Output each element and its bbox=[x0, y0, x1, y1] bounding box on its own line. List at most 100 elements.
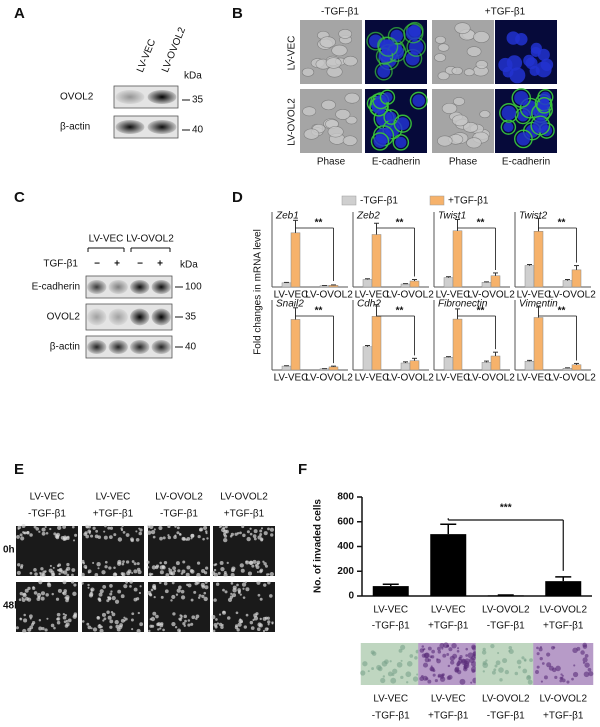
cell-dot bbox=[73, 613, 77, 618]
stained-cell bbox=[409, 654, 414, 658]
cell-dot bbox=[87, 625, 92, 630]
cell-dot bbox=[148, 572, 152, 576]
row-label: LV-OVOL2 bbox=[287, 98, 298, 146]
cell-dot bbox=[108, 566, 112, 570]
cell-dot bbox=[269, 527, 274, 532]
cell-dot bbox=[64, 614, 68, 617]
stained-cell bbox=[499, 678, 503, 682]
cell-dot bbox=[109, 526, 114, 530]
stained-cell bbox=[587, 667, 592, 672]
stained-cell bbox=[442, 653, 447, 658]
cell-dot bbox=[120, 618, 125, 623]
stained-cell bbox=[437, 646, 441, 651]
stained-cell bbox=[554, 675, 558, 679]
row-label: E-cadherin bbox=[32, 282, 80, 293]
stained-cell bbox=[392, 668, 398, 674]
cell-dot bbox=[17, 563, 21, 567]
cell-dot bbox=[36, 597, 41, 602]
cell-dot bbox=[175, 561, 180, 566]
cell-dot bbox=[236, 628, 240, 632]
nucleus bbox=[538, 99, 550, 111]
cell-dot bbox=[252, 618, 255, 622]
cell-dot bbox=[98, 599, 102, 603]
bar bbox=[443, 277, 454, 288]
significance-label: ** bbox=[558, 306, 566, 317]
cell-dot bbox=[167, 524, 171, 529]
cell-dot bbox=[163, 560, 168, 565]
membrane bbox=[535, 96, 553, 114]
cell-dot bbox=[95, 529, 99, 533]
cell-dot bbox=[126, 571, 131, 576]
cell-dot bbox=[45, 531, 49, 535]
cell-dot bbox=[47, 582, 51, 586]
stained-cell bbox=[470, 661, 477, 668]
cell-dot bbox=[66, 562, 70, 567]
image-label: LV-OVOL2 bbox=[539, 694, 587, 705]
cell-dot bbox=[87, 583, 90, 587]
cell-dot bbox=[32, 586, 35, 589]
cell-dot bbox=[190, 533, 195, 538]
subplot-title: Twist1 bbox=[438, 211, 466, 222]
legend-swatch bbox=[341, 195, 357, 206]
stained-cell bbox=[434, 679, 438, 683]
cell-dot bbox=[270, 533, 274, 537]
cell-dot bbox=[129, 580, 133, 584]
cell-dot bbox=[164, 589, 169, 594]
stained-cell bbox=[446, 675, 451, 681]
cell-dot bbox=[63, 589, 67, 593]
cell-dot bbox=[109, 592, 113, 596]
cell-dot bbox=[57, 525, 62, 530]
stained-cell bbox=[584, 653, 589, 658]
bar bbox=[281, 282, 292, 288]
cell-dot bbox=[250, 626, 255, 630]
cell-dot bbox=[65, 595, 70, 600]
bar bbox=[571, 269, 582, 288]
cell-dot bbox=[174, 534, 177, 537]
cell-dot bbox=[218, 526, 221, 529]
cell-dot bbox=[116, 627, 121, 632]
stained-cell bbox=[382, 675, 386, 678]
bar bbox=[452, 230, 463, 288]
cell-dot bbox=[259, 529, 263, 533]
stained-cell bbox=[464, 667, 467, 670]
cell-dot bbox=[111, 612, 116, 617]
stained-cell bbox=[463, 663, 470, 669]
stained-cell bbox=[514, 671, 519, 676]
x-tick-label: LV-OVOL2 bbox=[539, 605, 587, 616]
stained-cell bbox=[427, 658, 432, 662]
stained-cell bbox=[423, 652, 430, 659]
cell-dot bbox=[214, 563, 218, 566]
cell-dot bbox=[201, 594, 205, 599]
stained-cell bbox=[582, 657, 588, 663]
image-label: +TGF-β1 bbox=[543, 711, 584, 722]
stained-cell bbox=[362, 661, 368, 667]
x-tick-label: LV-VEC bbox=[517, 290, 552, 301]
cell-dot bbox=[101, 570, 106, 575]
cell-dot bbox=[107, 596, 112, 600]
bar bbox=[290, 319, 301, 371]
cell-dot bbox=[257, 622, 262, 627]
cell-dot bbox=[133, 569, 138, 574]
cell-dot bbox=[173, 569, 177, 573]
stained-cell bbox=[498, 667, 504, 673]
cell-dot bbox=[121, 562, 125, 566]
cell-dot bbox=[159, 570, 164, 575]
cell-dot bbox=[23, 613, 26, 617]
blot-band bbox=[147, 119, 177, 135]
membrane bbox=[500, 119, 517, 135]
x-tick-label: LV-OVOL2 bbox=[548, 290, 596, 301]
marker-label: 100 bbox=[185, 282, 202, 293]
x-tick-label: LV-VEC bbox=[436, 373, 471, 384]
stained-cell bbox=[508, 648, 514, 655]
cell-dot bbox=[199, 527, 204, 532]
cell-dot bbox=[29, 614, 33, 619]
stained-cell bbox=[459, 654, 463, 659]
cell-dot bbox=[226, 616, 231, 620]
cell-dot bbox=[222, 588, 225, 592]
cell-dot bbox=[104, 524, 107, 528]
cell-dot bbox=[53, 626, 56, 630]
bar bbox=[409, 360, 420, 371]
cell-dot bbox=[171, 622, 176, 627]
stained-cell bbox=[400, 659, 403, 662]
significance-label: ** bbox=[477, 218, 485, 229]
